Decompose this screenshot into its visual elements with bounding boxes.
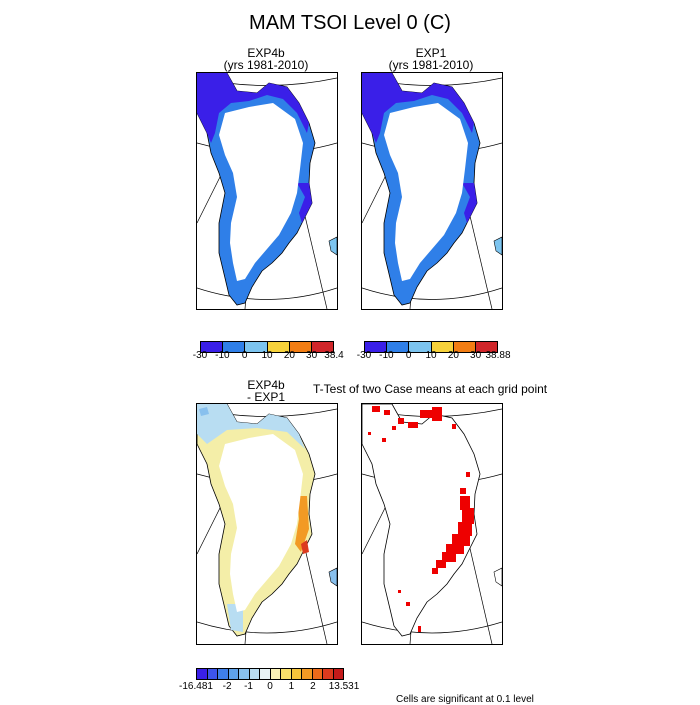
colorbar-tick-label: 10 [261, 350, 273, 361]
colorbar-tick-label: -2 [222, 681, 232, 692]
latitude-line [362, 287, 502, 300]
colorbar-tick-label: 38.88 [485, 350, 511, 361]
panel-title-line1: EXP4b [247, 46, 285, 60]
panel-title-line2: (yrs 1981-2010) [388, 58, 474, 72]
ice-sheet [219, 103, 303, 281]
colorbar-tick-label: 0 [241, 350, 248, 361]
panel-title-exp4b: EXP4b (yrs 1981-2010) [196, 47, 336, 71]
colorbar-labels-exp1: -30 -10 0 10 20 30 38.88 [357, 350, 511, 364]
colorbar-tick-label: 1 [288, 681, 295, 692]
map-panel-diff [196, 403, 338, 645]
colorbar-tick-label: -30 [192, 350, 208, 361]
colorbar-swatch [431, 342, 454, 352]
colorbar-swatch [260, 669, 271, 679]
cold-region [297, 183, 312, 223]
iceland-outline [328, 236, 337, 256]
colorbar-swatch [249, 669, 260, 679]
panel-title-line2: (yrs 1981-2010) [223, 58, 309, 72]
map-canvas [362, 404, 502, 644]
ttest-title: T-Test of two Case means at each grid po… [313, 382, 548, 396]
significant-cells [368, 406, 474, 632]
colorbar-labels-exp4b: -30 -10 0 10 20 30 38.4 [193, 350, 344, 364]
colorbar-labels-diff: -16.481 -2 -1 0 1 2 13.531 [179, 681, 359, 695]
colorbar-tick-label: -30 [356, 350, 372, 361]
colorbar-swatch [453, 342, 476, 352]
colorbar-swatch [409, 342, 432, 352]
panel-title-line2: - EXP1 [246, 390, 285, 404]
diff-region [301, 540, 309, 554]
colorbar-swatch [312, 669, 323, 679]
map-canvas [362, 73, 502, 309]
colorbar-swatch [281, 669, 292, 679]
cold-region [462, 183, 477, 223]
colorbar-swatch [387, 342, 410, 352]
colorbar-exp4b [200, 341, 334, 353]
map-panel-exp1 [361, 72, 503, 310]
colorbar-tick-label: 30 [470, 350, 482, 361]
latitude-line [197, 621, 337, 634]
colorbar-swatch [218, 669, 229, 679]
map-panel-ttest [361, 403, 503, 645]
colorbar-swatch [228, 669, 239, 679]
ice-sheet [384, 103, 468, 281]
map-canvas [197, 73, 337, 309]
colorbar-swatch [267, 342, 290, 352]
colorbar-tick-label: -1 [244, 681, 253, 692]
colorbar-tick-label: 38.4 [324, 350, 344, 361]
colorbar-swatch [270, 669, 281, 679]
colorbar-swatch [302, 669, 313, 679]
colorbar-swatch [245, 342, 268, 352]
iceland-outline [493, 236, 502, 256]
map-canvas [197, 404, 337, 644]
colorbar-tick-label: 30 [306, 350, 318, 361]
colorbar-swatch [207, 669, 218, 679]
colorbar-swatch [239, 669, 250, 679]
iceland-outline [493, 567, 502, 587]
colorbar-swatch [365, 342, 388, 352]
colorbar-tick-label: 2 [310, 681, 316, 692]
iceland-outline [328, 567, 337, 587]
diff-region [197, 404, 305, 449]
figure-title: MAM TSOI Level 0 (C) [249, 12, 451, 34]
latitude-line [362, 621, 502, 634]
colorbar-tick-label: 0 [405, 350, 412, 361]
diff-region [199, 407, 209, 416]
colorbar-swatch [323, 669, 334, 679]
colorbar-tick-label: 10 [425, 350, 437, 361]
colorbar-tick-label: 20 [283, 350, 295, 361]
panel-title-line1: EXP4b [247, 378, 285, 392]
colorbar-tick-label: -10 [379, 350, 394, 361]
greenland-outline [362, 404, 481, 637]
cold-region [362, 73, 474, 143]
colorbar-tick-label: 0 [267, 681, 273, 692]
panel-title-exp1: EXP1 (yrs 1981-2010) [361, 47, 501, 71]
colorbar-swatch [223, 342, 246, 352]
latitude-line [197, 287, 337, 300]
colorbar-swatch [289, 342, 312, 352]
colorbar-swatch [197, 669, 208, 679]
colorbar-swatch [291, 669, 302, 679]
colorbar-swatch [475, 342, 498, 352]
colorbar-swatch [333, 669, 343, 679]
colorbar-tick-label: 13.531 [328, 681, 360, 692]
panel-title-diff: EXP4b - EXP1 [196, 379, 336, 403]
colorbar-tick-label: -10 [215, 350, 230, 361]
map-panel-exp4b [196, 72, 338, 310]
panel-title-line1: EXP1 [415, 46, 447, 60]
colorbar-diff [196, 668, 344, 680]
colorbar-swatch [311, 342, 334, 352]
colorbar-swatch [201, 342, 224, 352]
colorbar-tick-label: -16.481 [179, 681, 213, 692]
ice-sheet [219, 434, 303, 612]
colorbar-tick-label: 20 [447, 350, 459, 361]
colorbar-exp1 [364, 341, 498, 353]
cold-region [197, 73, 309, 143]
